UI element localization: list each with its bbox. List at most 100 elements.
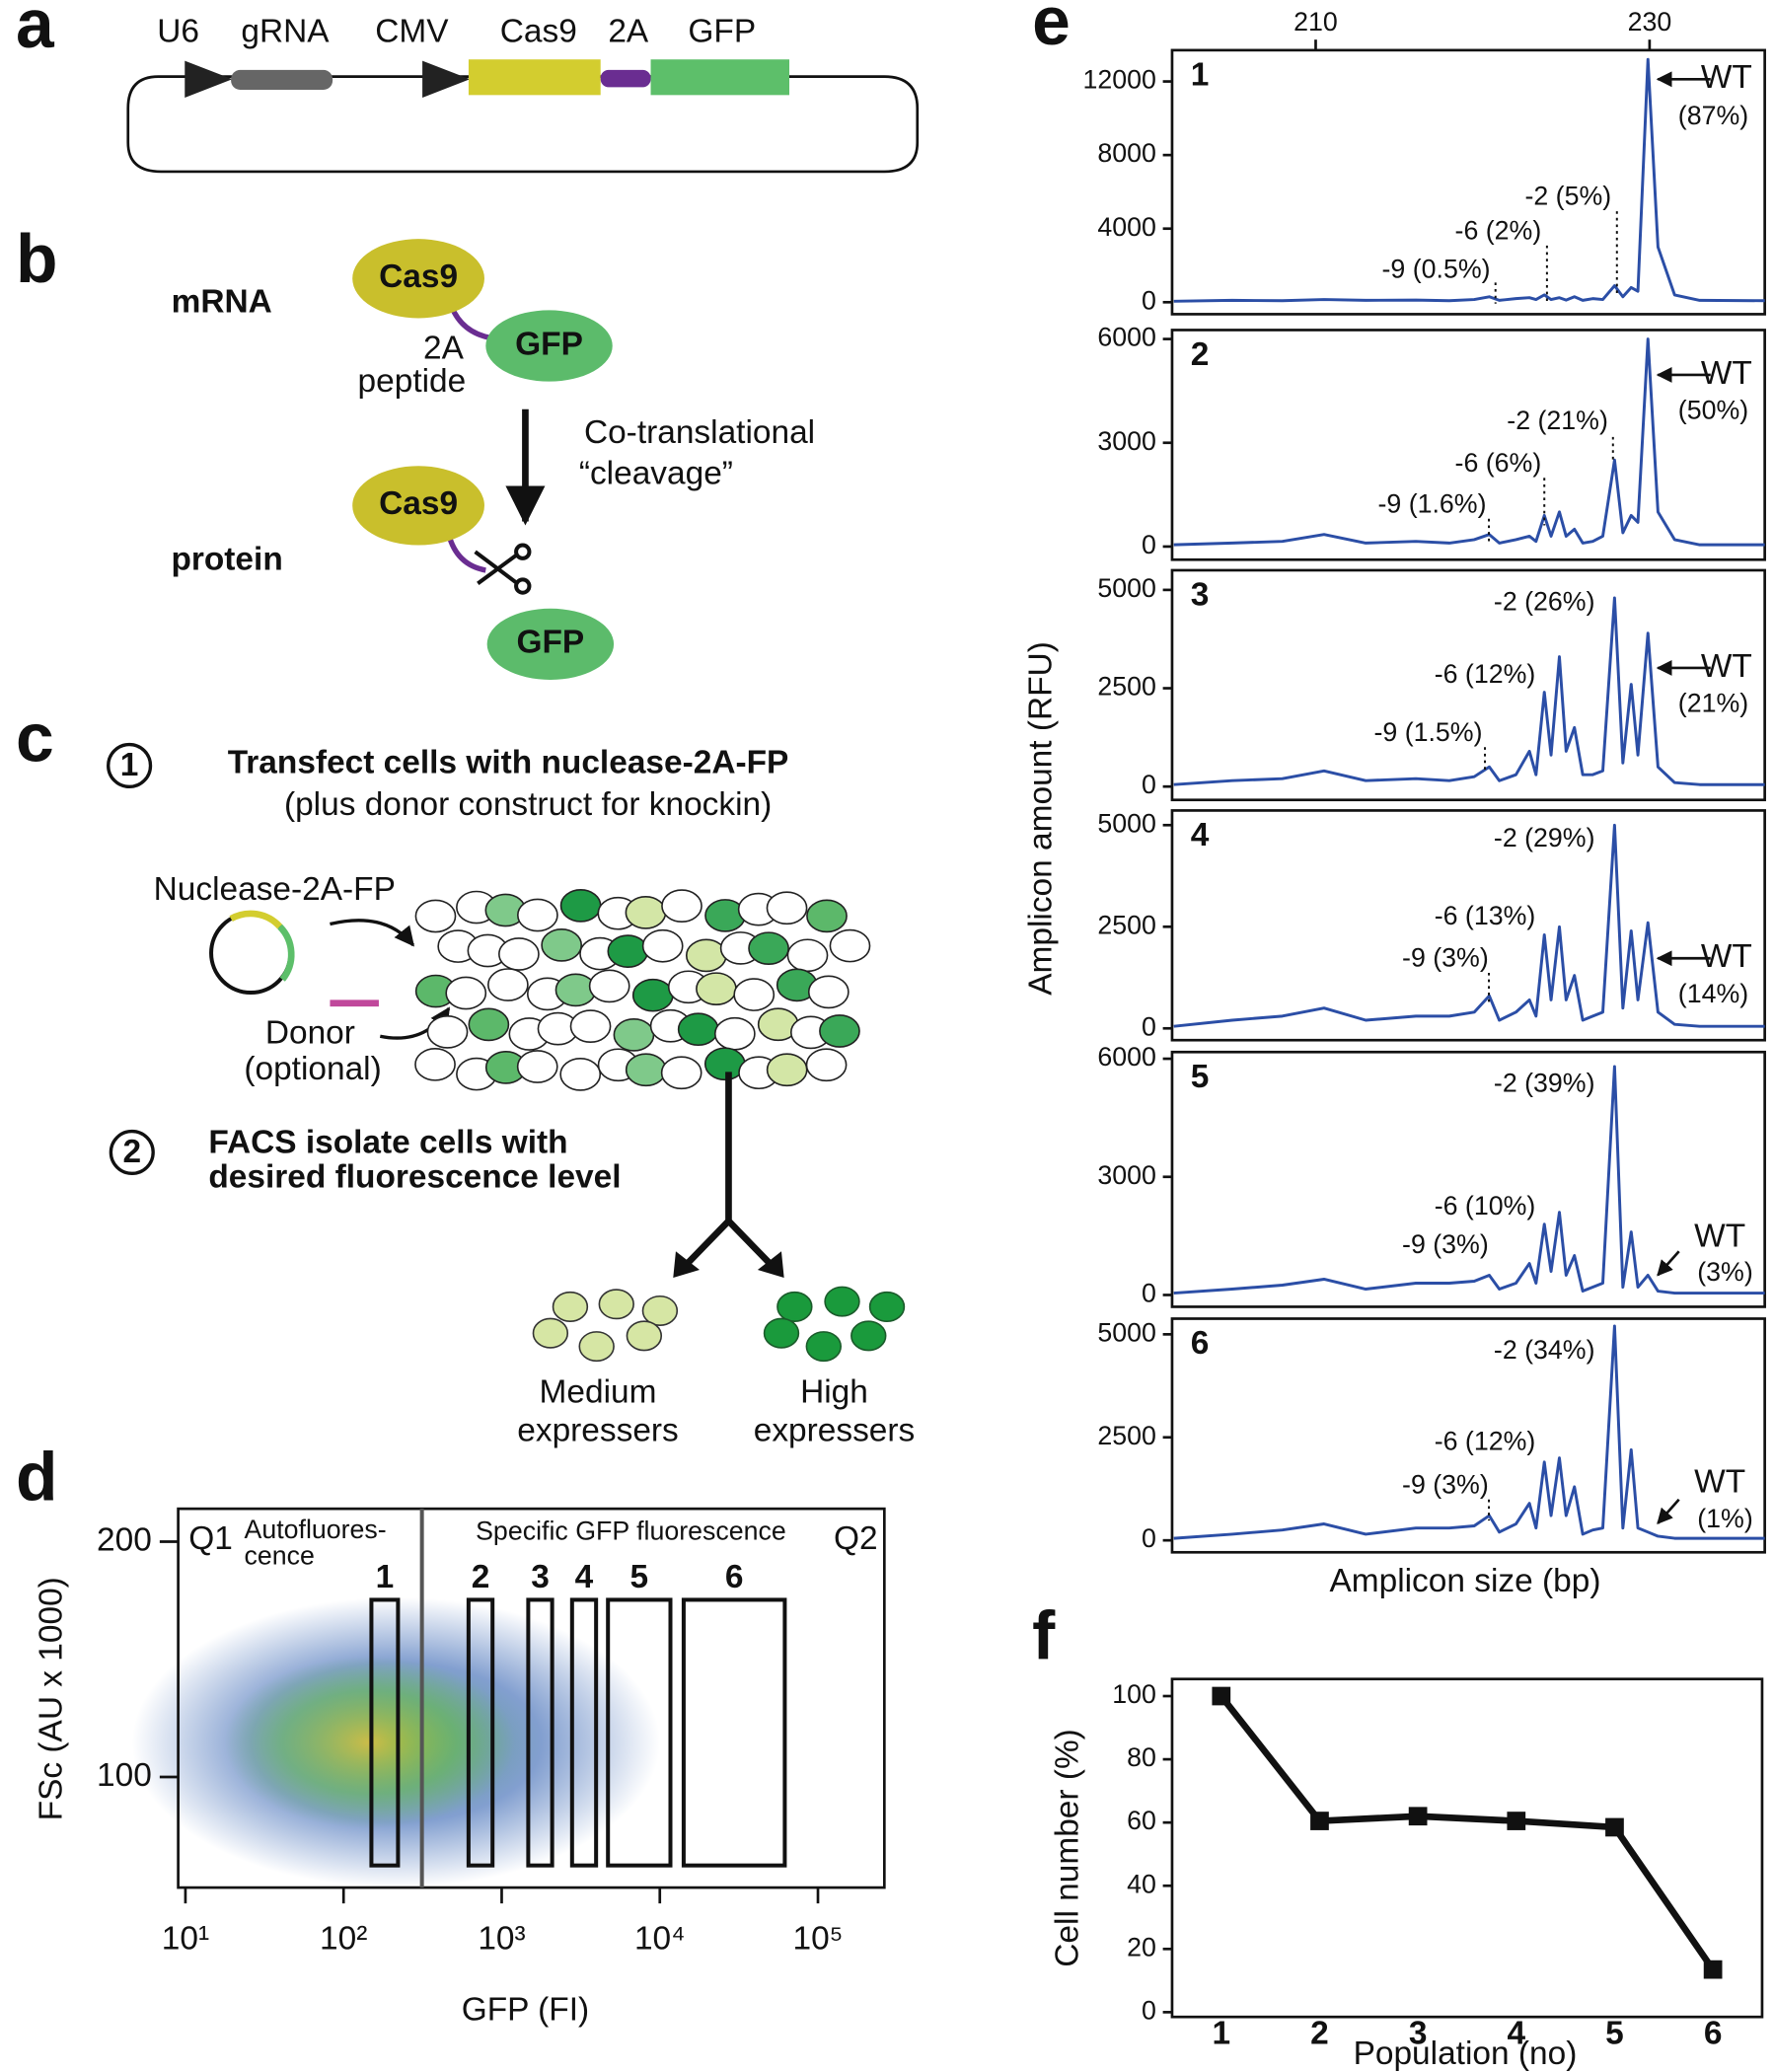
cas9-protein	[352, 239, 484, 319]
peak-label: -6 (10%)	[1435, 1191, 1536, 1221]
y-tick-label: 40	[1127, 1869, 1156, 1898]
y-tick-label: 2500	[1097, 910, 1156, 939]
y-tick-label: 100	[1112, 1679, 1156, 1709]
cell	[541, 928, 583, 962]
trace	[1173, 57, 1765, 303]
y-tick-label: 200	[97, 1521, 152, 1558]
cell	[660, 1056, 702, 1090]
cell	[559, 1058, 602, 1091]
region-label: cence	[244, 1541, 314, 1571]
peak-label: -9 (3%)	[1402, 1469, 1489, 1499]
cell	[487, 968, 529, 1001]
wt-share: (14%)	[1678, 979, 1748, 1008]
cell	[677, 1012, 719, 1047]
cell	[517, 898, 558, 932]
cas9-protein	[352, 466, 484, 546]
wt-label: WT	[1701, 938, 1752, 975]
subplot-label: 5	[1191, 1059, 1210, 1095]
marker	[1310, 1812, 1329, 1830]
group-label: Medium	[540, 1374, 657, 1411]
peak-label: -2 (26%)	[1494, 586, 1595, 616]
wt-share: (87%)	[1678, 101, 1748, 130]
y-tick-label: 8000	[1097, 138, 1156, 168]
x-tick-label: 1	[1212, 2016, 1230, 2052]
plot-frame	[1170, 568, 1766, 802]
x-tick-label: 210	[1294, 7, 1338, 37]
step-number: 2	[122, 1134, 141, 1170]
marker	[1507, 1812, 1526, 1830]
trace	[1173, 337, 1765, 547]
panel-a: a U6 gRNA CMV Cas9 2A GFP	[16, 0, 920, 174]
transfect-arrow	[330, 919, 415, 947]
scissors	[474, 543, 532, 595]
y-axis-label: FSc (AU x 1000)	[33, 1577, 69, 1820]
cell	[641, 928, 684, 963]
region-label: Autofluores-	[244, 1515, 386, 1544]
peak-label: -9 (0.5%)	[1382, 254, 1491, 283]
y-tick-label: 0	[1142, 770, 1156, 799]
gfp-protein	[486, 608, 615, 680]
donor-label: Donor	[265, 1015, 355, 1052]
element-label: CMV	[375, 13, 449, 49]
y-tick-label: 12000	[1083, 65, 1156, 95]
gate-label: 1	[376, 1559, 395, 1595]
linker-label: peptide	[358, 363, 467, 400]
cell	[569, 1009, 612, 1044]
y-tick-label: 0	[1142, 285, 1156, 315]
y-tick-label: 5000	[1097, 1317, 1156, 1347]
high-cells	[763, 1286, 906, 1363]
plasmid-label: Nuclease-2A-FP	[154, 871, 396, 908]
x-axis-label: GFP (FI)	[462, 1992, 589, 2029]
protein-label: Cas9	[379, 259, 458, 295]
gate	[369, 1597, 401, 1868]
wt-arrow	[1657, 1498, 1680, 1525]
wt-label: WT	[1701, 648, 1752, 685]
panel-letter: f	[1032, 1596, 1056, 1673]
y-tick-label: 6000	[1097, 1042, 1156, 1072]
process-label: Co-translational	[584, 414, 815, 451]
wt-share: (3%)	[1697, 1257, 1752, 1287]
x-tick-label: 4	[1507, 2016, 1525, 2052]
linker	[446, 534, 486, 573]
gate	[526, 1597, 554, 1868]
wt-arrow	[1657, 1250, 1680, 1277]
cell	[696, 972, 737, 1006]
panel-f: f	[1032, 1596, 1056, 1673]
peak-label: -6 (12%)	[1435, 659, 1536, 689]
gate-label: 6	[725, 1559, 744, 1595]
subplot-label: 4	[1191, 817, 1210, 853]
wt-label: WT	[1694, 1464, 1745, 1501]
plot-frame	[177, 1507, 886, 1889]
step-text: FACS isolate cells with	[208, 1125, 567, 1161]
y-tick-label: 2500	[1097, 672, 1156, 702]
cell	[498, 937, 540, 971]
y-tick-label: 60	[1127, 1806, 1156, 1835]
cell	[631, 978, 674, 1012]
element-label: GFP	[688, 13, 756, 49]
element-label: 2A	[608, 13, 649, 49]
peak-label: -6 (13%)	[1435, 901, 1536, 930]
stage-label: mRNA	[172, 284, 272, 321]
plasmid-segment	[229, 910, 283, 929]
cell	[733, 978, 776, 1011]
cell	[426, 1014, 469, 1049]
cell	[468, 1007, 510, 1042]
wt-share: (1%)	[1697, 1504, 1752, 1533]
cell	[713, 1016, 756, 1051]
cell	[748, 931, 789, 966]
cell	[829, 928, 871, 963]
y-tick-label: 3000	[1097, 426, 1156, 456]
line	[1219, 1693, 1716, 1972]
panel-e: e	[1032, 0, 1071, 59]
cell	[661, 889, 702, 924]
cell	[559, 889, 602, 923]
marker	[1703, 1960, 1723, 1979]
panel-b: b mRNA Cas9 GFP 2A peptide Co-translatio…	[16, 220, 815, 680]
cell	[607, 934, 649, 969]
peak-label: -9 (3%)	[1402, 943, 1489, 973]
panel-letter: e	[1032, 0, 1071, 59]
peak-label: -2 (21%)	[1507, 406, 1608, 435]
